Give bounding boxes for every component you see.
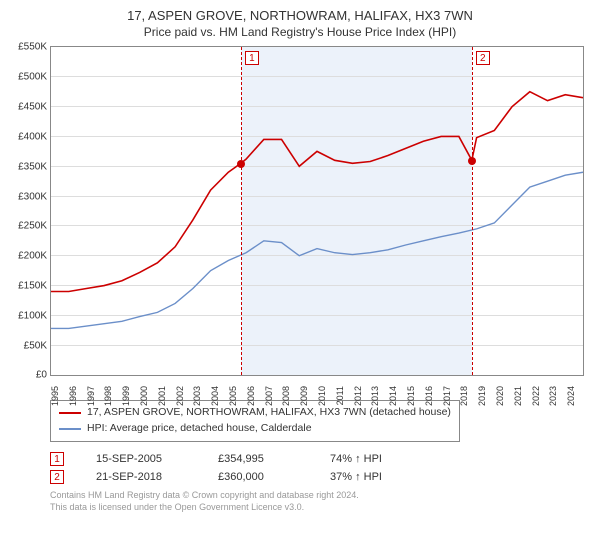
x-tick-label: 2001: [157, 386, 167, 406]
x-tick-label: 2021: [513, 386, 523, 406]
sale-marker-on-chart: 1: [245, 51, 259, 65]
y-tick-label: £150K: [11, 281, 47, 292]
x-tick-label: 2000: [139, 386, 149, 406]
x-tick-label: 2008: [281, 386, 291, 406]
sales-table: 1 15-SEP-2005 £354,995 74% ↑ HPI 2 21-SE…: [50, 452, 586, 484]
sale-price-1: £354,995: [218, 453, 298, 465]
y-tick-label: £0: [11, 370, 47, 381]
legend-label-property: 17, ASPEN GROVE, NORTHOWRAM, HALIFAX, HX…: [87, 405, 451, 421]
sale-point: [237, 160, 245, 168]
sale-marker-on-chart: 2: [476, 51, 490, 65]
x-tick-label: 1996: [68, 386, 78, 406]
sale-marker-2: 2: [50, 470, 64, 484]
y-tick-label: £500K: [11, 72, 47, 83]
sale-date-1: 15-SEP-2005: [96, 453, 186, 465]
x-tick-label: 2013: [370, 386, 380, 406]
footer: Contains HM Land Registry data © Crown c…: [50, 490, 586, 513]
x-tick-label: 2024: [566, 386, 576, 406]
x-tick-label: 2005: [228, 386, 238, 406]
y-tick-label: £450K: [11, 102, 47, 113]
y-tick-label: £100K: [11, 310, 47, 321]
x-tick-label: 2015: [406, 386, 416, 406]
legend-row-hpi: HPI: Average price, detached house, Cald…: [59, 421, 451, 437]
x-tick-label: 1995: [50, 386, 60, 406]
chart-area: £0£50K£100K£150K£200K£250K£300K£350K£400…: [50, 46, 584, 394]
chart-container: 17, ASPEN GROVE, NORTHOWRAM, HALIFAX, HX…: [0, 0, 600, 560]
x-tick-label: 2012: [353, 386, 363, 406]
x-tick-label: 1998: [103, 386, 113, 406]
y-tick-label: £250K: [11, 221, 47, 232]
x-tick-label: 2007: [264, 386, 274, 406]
title-address: 17, ASPEN GROVE, NORTHOWRAM, HALIFAX, HX…: [14, 8, 586, 25]
legend-row-property: 17, ASPEN GROVE, NORTHOWRAM, HALIFAX, HX…: [59, 405, 451, 421]
sale-row-2: 2 21-SEP-2018 £360,000 37% ↑ HPI: [50, 470, 586, 484]
y-tick-label: £50K: [11, 340, 47, 351]
x-tick-label: 2023: [548, 386, 558, 406]
x-tick-label: 2020: [495, 386, 505, 406]
legend-swatch-property: [59, 412, 81, 414]
x-tick-label: 2016: [424, 386, 434, 406]
x-tick-label: 2022: [531, 386, 541, 406]
sale-point: [468, 157, 476, 165]
y-tick-label: £400K: [11, 131, 47, 142]
sale-marker-1: 1: [50, 452, 64, 466]
sale-row-1: 1 15-SEP-2005 £354,995 74% ↑ HPI: [50, 452, 586, 466]
legend-box: 17, ASPEN GROVE, NORTHOWRAM, HALIFAX, HX…: [50, 400, 460, 442]
sale-vline: [241, 47, 242, 375]
x-tick-label: 1999: [121, 386, 131, 406]
x-tick-label: 2003: [192, 386, 202, 406]
x-tick-label: 2019: [477, 386, 487, 406]
sale-pct-2: 37% ↑ HPI: [330, 471, 382, 483]
sale-price-2: £360,000: [218, 471, 298, 483]
series-line-property: [51, 92, 583, 292]
title-subtitle: Price paid vs. HM Land Registry's House …: [14, 25, 586, 41]
x-tick-label: 2017: [442, 386, 452, 406]
legend-swatch-hpi: [59, 428, 81, 430]
x-tick-label: 2018: [459, 386, 469, 406]
x-tick-label: 2014: [388, 386, 398, 406]
sale-vline: [472, 47, 473, 375]
x-tick-label: 2002: [175, 386, 185, 406]
y-tick-label: £550K: [11, 42, 47, 53]
legend-label-hpi: HPI: Average price, detached house, Cald…: [87, 421, 312, 437]
y-tick-label: £300K: [11, 191, 47, 202]
x-tick-label: 2004: [210, 386, 220, 406]
line-svg: [51, 47, 583, 375]
x-tick-label: 2009: [299, 386, 309, 406]
x-tick-label: 2011: [335, 386, 345, 405]
x-tick-label: 2006: [246, 386, 256, 406]
footer-line2: This data is licensed under the Open Gov…: [50, 502, 586, 514]
x-tick-label: 2010: [317, 386, 327, 406]
series-line-hpi: [51, 173, 583, 329]
sale-date-2: 21-SEP-2018: [96, 471, 186, 483]
x-tick-label: 1997: [86, 386, 96, 406]
plot-area: £0£50K£100K£150K£200K£250K£300K£350K£400…: [50, 46, 584, 376]
footer-line1: Contains HM Land Registry data © Crown c…: [50, 490, 586, 502]
y-tick-label: £350K: [11, 161, 47, 172]
sale-pct-1: 74% ↑ HPI: [330, 453, 382, 465]
y-tick-label: £200K: [11, 251, 47, 262]
